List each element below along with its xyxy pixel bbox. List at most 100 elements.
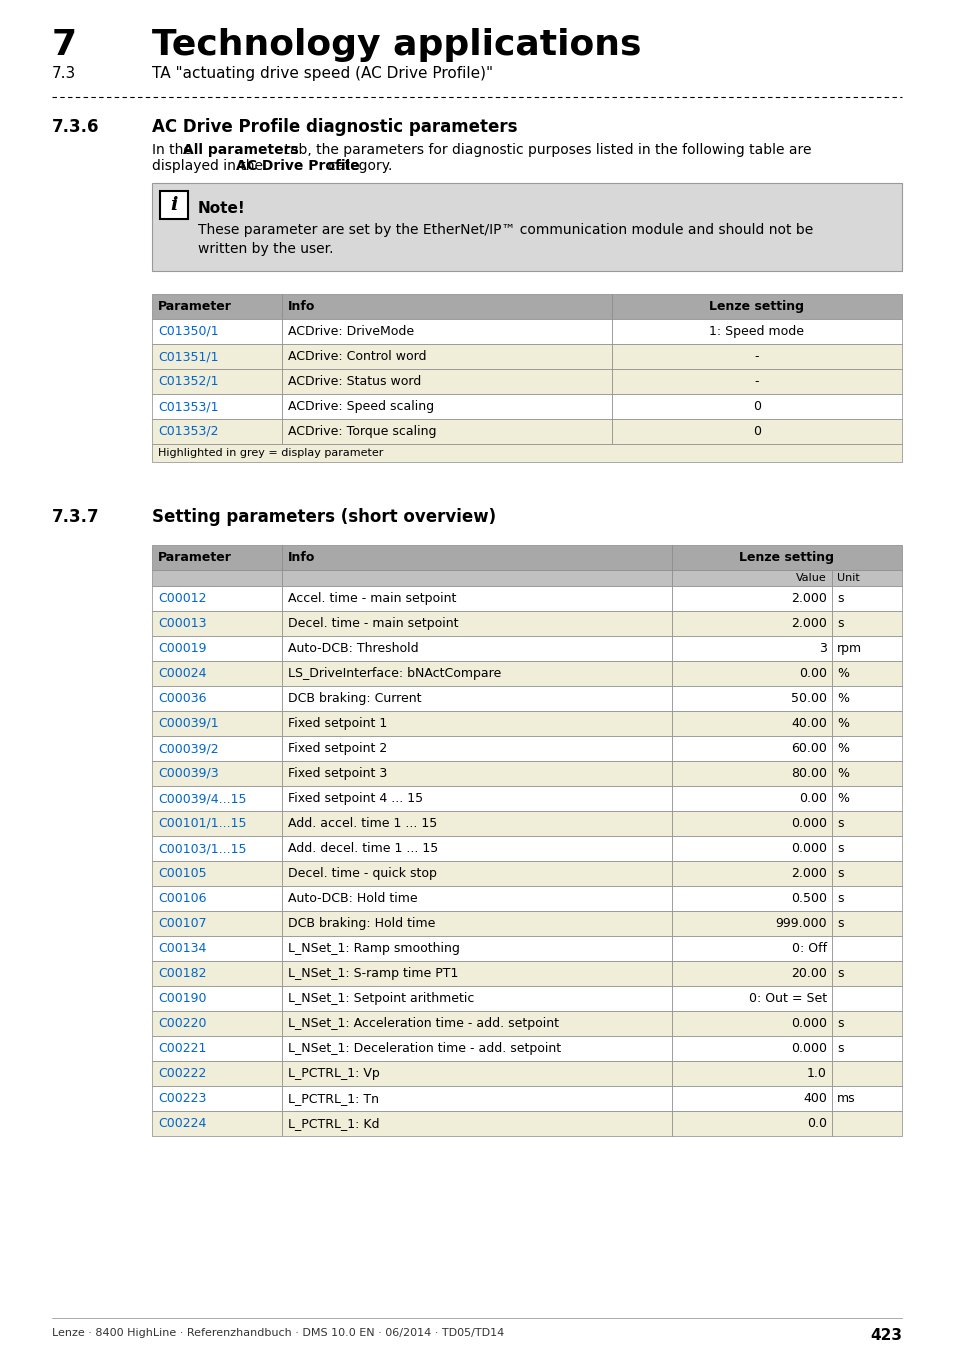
Text: displayed in the: displayed in the — [152, 159, 267, 173]
Bar — [282, 761, 671, 786]
Bar — [152, 294, 282, 319]
Text: Setting parameters (short overview): Setting parameters (short overview) — [152, 508, 496, 526]
Text: C00106: C00106 — [158, 892, 206, 904]
Text: s: s — [836, 917, 842, 930]
Text: %: % — [836, 792, 848, 805]
Bar — [282, 936, 671, 961]
Text: 0.0: 0.0 — [806, 1116, 826, 1130]
Bar — [671, 1085, 831, 1111]
Text: L_PCTRL_1: Vp: L_PCTRL_1: Vp — [288, 1066, 379, 1080]
Text: Info: Info — [288, 300, 315, 313]
Bar — [152, 961, 282, 986]
Bar — [282, 1035, 671, 1061]
Text: Fixed setpoint 4 ... 15: Fixed setpoint 4 ... 15 — [288, 792, 423, 805]
Text: C01352/1: C01352/1 — [158, 375, 218, 387]
Bar — [282, 836, 671, 861]
Text: 7.3.6: 7.3.6 — [52, 117, 99, 136]
Bar — [671, 736, 831, 761]
Text: L_NSet_1: Acceleration time - add. setpoint: L_NSet_1: Acceleration time - add. setpo… — [288, 1017, 558, 1030]
Bar — [152, 612, 282, 636]
Bar — [152, 319, 282, 344]
Text: 50.00: 50.00 — [790, 693, 826, 705]
Text: Decel. time - quick stop: Decel. time - quick stop — [288, 867, 436, 880]
Text: s: s — [836, 817, 842, 830]
Text: %: % — [836, 667, 848, 680]
Text: s: s — [836, 1017, 842, 1030]
Text: C00013: C00013 — [158, 617, 206, 630]
Text: Lenze · 8400 HighLine · Referenzhandbuch · DMS 10.0 EN · 06/2014 · TD05/TD14: Lenze · 8400 HighLine · Referenzhandbuch… — [52, 1328, 504, 1338]
Text: -: - — [754, 375, 759, 387]
Text: C00134: C00134 — [158, 942, 206, 954]
Bar — [282, 636, 671, 661]
Bar — [282, 545, 671, 570]
Bar — [282, 319, 612, 344]
Text: C01353/1: C01353/1 — [158, 400, 218, 413]
Text: s: s — [836, 867, 842, 880]
Text: Auto-DCB: Threshold: Auto-DCB: Threshold — [288, 643, 418, 655]
Text: 0.000: 0.000 — [790, 842, 826, 855]
Text: C00039/2: C00039/2 — [158, 743, 218, 755]
Text: s: s — [836, 617, 842, 630]
Bar — [831, 636, 901, 661]
Text: 7.3: 7.3 — [52, 66, 76, 81]
Bar — [282, 686, 671, 711]
Bar — [671, 545, 901, 570]
Text: ms: ms — [836, 1092, 855, 1106]
Bar — [152, 1011, 282, 1035]
Text: C00039/1: C00039/1 — [158, 717, 218, 730]
Bar — [671, 761, 831, 786]
Bar — [831, 861, 901, 886]
Text: 2.000: 2.000 — [790, 593, 826, 605]
Text: Info: Info — [288, 551, 315, 564]
Bar — [282, 1085, 671, 1111]
Bar — [152, 570, 282, 586]
Bar — [282, 418, 612, 444]
Text: In the: In the — [152, 143, 196, 157]
Text: 999.000: 999.000 — [775, 917, 826, 930]
Text: C00103/1...15: C00103/1...15 — [158, 842, 246, 855]
Text: C00105: C00105 — [158, 867, 207, 880]
Text: s: s — [836, 842, 842, 855]
Bar — [282, 736, 671, 761]
Text: 20.00: 20.00 — [790, 967, 826, 980]
Text: s: s — [836, 1042, 842, 1054]
Bar — [282, 344, 612, 369]
Text: -: - — [754, 350, 759, 363]
Text: Parameter: Parameter — [158, 551, 232, 564]
Bar — [152, 394, 282, 418]
Bar — [282, 986, 671, 1011]
Bar — [160, 190, 188, 219]
Bar — [152, 418, 282, 444]
Bar — [612, 369, 901, 394]
Text: 0.500: 0.500 — [790, 892, 826, 904]
Text: %: % — [836, 717, 848, 730]
Bar — [671, 986, 831, 1011]
Text: 0.00: 0.00 — [799, 792, 826, 805]
Bar — [671, 686, 831, 711]
Text: Unit: Unit — [836, 572, 859, 583]
Bar — [152, 736, 282, 761]
Text: Note!: Note! — [198, 201, 246, 216]
Bar — [282, 1111, 671, 1135]
Text: Add. accel. time 1 ... 15: Add. accel. time 1 ... 15 — [288, 817, 436, 830]
Text: 40.00: 40.00 — [790, 717, 826, 730]
Text: Value: Value — [796, 572, 826, 583]
Text: Auto-DCB: Hold time: Auto-DCB: Hold time — [288, 892, 417, 904]
Text: 0.000: 0.000 — [790, 1017, 826, 1030]
Bar — [671, 662, 831, 686]
Bar — [152, 662, 282, 686]
Bar — [282, 961, 671, 986]
Text: L_PCTRL_1: Kd: L_PCTRL_1: Kd — [288, 1116, 379, 1130]
Text: 7.3.7: 7.3.7 — [52, 508, 99, 526]
Text: C00223: C00223 — [158, 1092, 206, 1106]
Text: s: s — [836, 892, 842, 904]
Text: C00019: C00019 — [158, 643, 206, 655]
Bar — [282, 861, 671, 886]
Bar — [282, 886, 671, 911]
Bar — [671, 586, 831, 612]
Text: C00012: C00012 — [158, 593, 206, 605]
Text: Technology applications: Technology applications — [152, 28, 640, 62]
Bar — [282, 662, 671, 686]
Text: L_NSet_1: S-ramp time PT1: L_NSet_1: S-ramp time PT1 — [288, 967, 457, 980]
Bar — [671, 1111, 831, 1135]
